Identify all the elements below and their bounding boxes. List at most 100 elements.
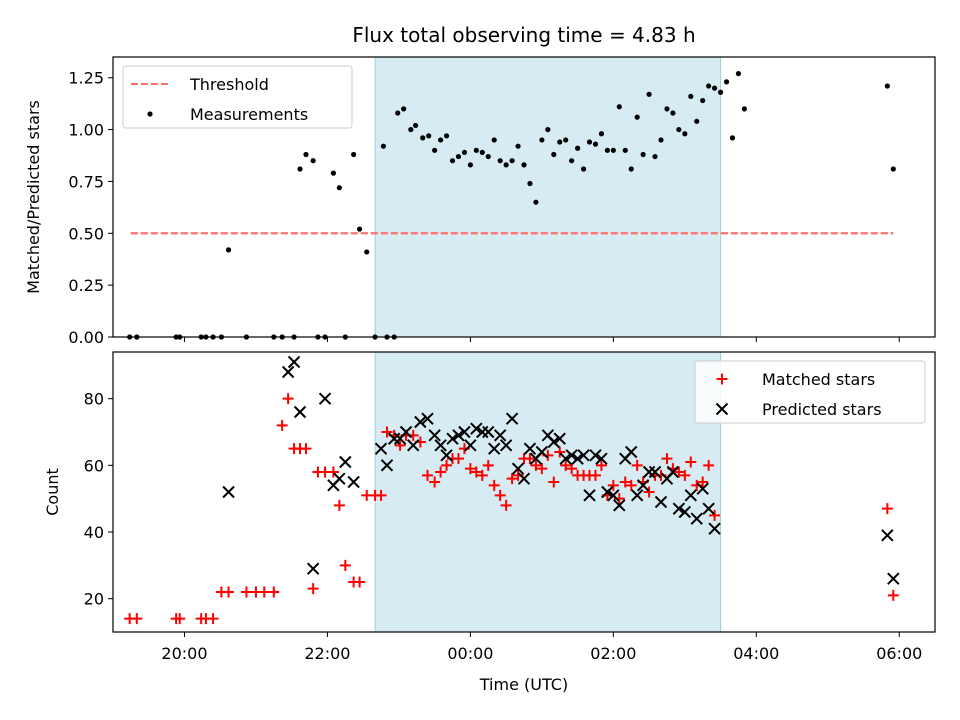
measurement-point (479, 149, 485, 156)
predicted-star-point (553, 432, 566, 445)
y-tick-label: 20 (84, 590, 104, 609)
y-tick-label: 0.00 (68, 328, 104, 347)
series-group (124, 355, 900, 625)
measurement-point (412, 122, 419, 129)
predicted-star-point (505, 412, 519, 425)
measurement-point (658, 137, 664, 143)
matched-star-point (589, 469, 601, 481)
legend-box (122, 65, 353, 129)
predicted-star-point (559, 452, 572, 465)
matched-star-point (375, 489, 387, 501)
legend-label: Predicted stars (762, 400, 882, 419)
measurement-point (616, 104, 622, 110)
measurement-point (598, 131, 605, 137)
matched-star-point (207, 613, 219, 625)
measurement-point (610, 147, 616, 153)
matched-star-point (394, 439, 406, 451)
matched-star-point (268, 586, 280, 598)
measurement-point (700, 97, 706, 104)
matched-star-point (643, 486, 655, 498)
measurement-point (443, 133, 450, 139)
matched-star-point (607, 479, 619, 491)
predicted-star-point (589, 449, 602, 462)
matched-star-point (327, 466, 339, 478)
predicted-star-point (577, 449, 590, 462)
matched-star-point (174, 613, 186, 625)
measurement-point (401, 106, 407, 112)
series-group (127, 70, 896, 340)
predicted-star-point (547, 435, 560, 449)
measurement-point (640, 151, 646, 158)
measurement-point (676, 126, 682, 133)
matched-star-point (887, 589, 899, 601)
measurement-point (533, 199, 539, 205)
measurement-point (491, 137, 497, 143)
matched-star-point (530, 459, 542, 471)
matched-star-point (619, 476, 631, 488)
measurement-point (634, 114, 640, 120)
predicted-star-point (607, 489, 620, 502)
legend-box (694, 360, 926, 424)
matched-star-point (709, 509, 721, 521)
measurement-point (395, 110, 401, 116)
predicted-star-point (636, 479, 650, 492)
predicted-star-point (421, 412, 434, 425)
x-tick-label: 20:00 (161, 644, 207, 663)
predicted-star-point (630, 489, 644, 502)
matched-star-point (452, 453, 464, 465)
y-tick-label: 1.00 (68, 121, 104, 140)
y-tick-label: 1.25 (68, 69, 104, 88)
matched-star-point (435, 466, 447, 478)
predicted-star-point (452, 429, 465, 442)
matched-star-point (381, 426, 393, 438)
measurement-point (225, 247, 232, 253)
predicted-star-point (318, 392, 332, 405)
legend: Matched stars Predicted stars (694, 360, 926, 424)
predicted-star-point (222, 485, 235, 499)
matched-star-point (339, 559, 351, 571)
axes-frame (112, 56, 936, 338)
predicted-star-point (684, 489, 697, 502)
predicted-star-point (434, 439, 447, 452)
measurement-point (723, 79, 730, 85)
measurement-point (712, 85, 718, 91)
legend-matched-swatch (716, 373, 728, 385)
measurement-point (380, 143, 387, 149)
predicted-star-point (517, 472, 531, 485)
matched-star-point (673, 466, 685, 478)
predicted-star-point (380, 459, 394, 472)
matched-star-point (506, 473, 518, 485)
matched-star-point (697, 476, 709, 488)
matched-star-point (488, 479, 500, 491)
matched-star-point (524, 453, 536, 465)
measurement-point (357, 226, 363, 232)
legend: Threshold Measurements (122, 65, 353, 129)
matched-star-point (482, 459, 494, 471)
predicted-star-point (595, 452, 608, 465)
measurement-point (628, 166, 634, 172)
predicted-star-point (488, 442, 501, 455)
predicted-star-point (672, 502, 686, 515)
predicted-star-point (678, 505, 692, 519)
x-tick-label: 04:00 (733, 644, 779, 663)
measurement-point (485, 153, 491, 160)
y-tick-label: 0.75 (68, 172, 104, 191)
measurement-point (473, 147, 479, 153)
predicted-star-point (881, 529, 894, 542)
measurement-point (521, 162, 527, 168)
legend-measurement-swatch (147, 111, 153, 117)
predicted-star-point (583, 489, 596, 502)
measurement-point (729, 135, 736, 141)
observing-window-span (374, 351, 722, 633)
predicted-star-point (499, 439, 513, 452)
x-tick-label: 06:00 (876, 644, 922, 663)
predicted-star-point (428, 429, 441, 442)
matched-star-point (470, 466, 482, 478)
matched-star-point (223, 586, 235, 598)
predicted-star-point (511, 462, 525, 475)
predicted-star-point (702, 502, 715, 515)
predicted-star-point (281, 365, 295, 379)
y-tick-label: 0.50 (68, 224, 104, 243)
y-axis-label: Matched/Predicted stars (24, 100, 43, 294)
predicted-star-point (535, 445, 549, 459)
